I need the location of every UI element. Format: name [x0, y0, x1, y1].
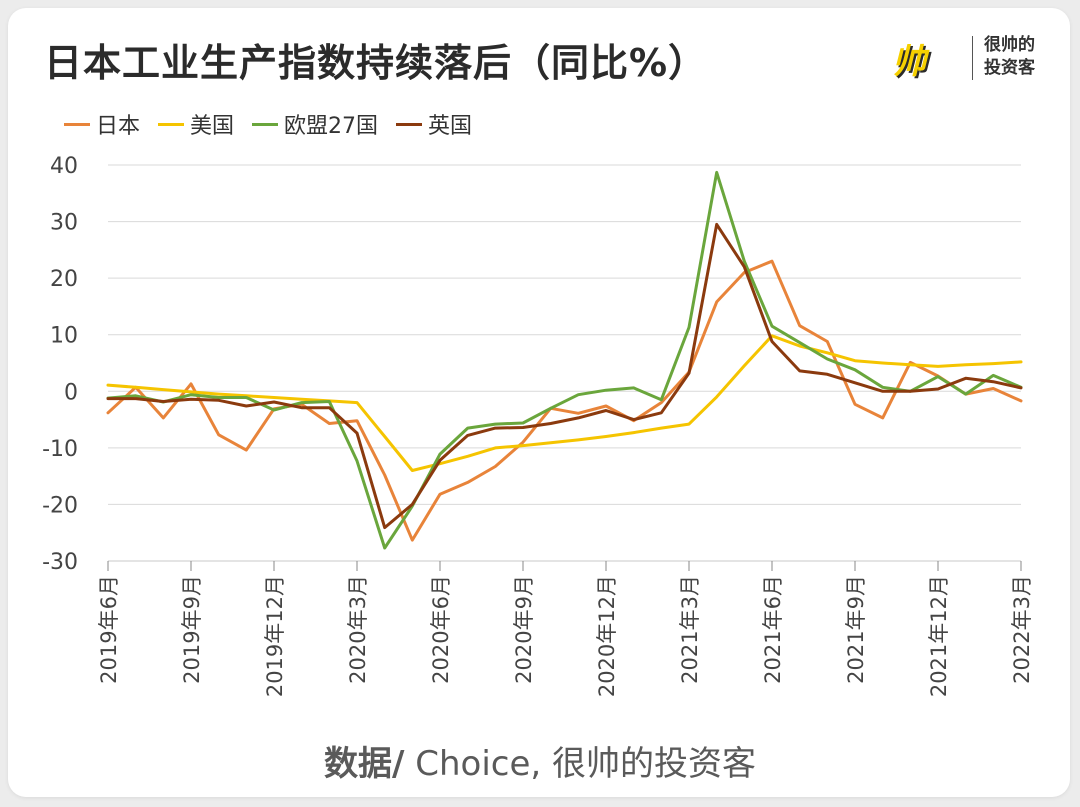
x-tick-label: 2019年9月 [180, 575, 204, 684]
x-tick-label: 2021年12月 [927, 575, 951, 697]
y-tick-label: -30 [42, 550, 78, 575]
brand-logo: 帅 很帅的 投资客 [888, 30, 1058, 84]
chart-legend: 日本 美国 欧盟27国 英国 [64, 108, 472, 140]
logo-text: 很帅的 投资客 [984, 34, 1035, 80]
x-tick-label: 2022年3月 [1010, 575, 1034, 684]
y-tick-label: 40 [50, 154, 78, 179]
legend-swatch-uk [396, 122, 423, 126]
x-tick-label: 2020年12月 [595, 575, 619, 697]
legend-label-usa: 美国 [190, 114, 235, 139]
y-tick-label: 20 [50, 267, 78, 292]
chart-card [8, 8, 1070, 797]
legend-item-usa: 美国 [158, 108, 234, 140]
logo-mark: 帅 [892, 42, 926, 82]
y-tick-label: 0 [64, 380, 78, 405]
y-tick-label: 30 [50, 211, 78, 236]
logo-line-2: 投资客 [984, 58, 1035, 78]
x-tick-label: 2021年3月 [678, 575, 702, 684]
legend-swatch-usa [158, 122, 185, 126]
x-tick-label: 2019年6月 [97, 575, 121, 684]
series-line-japan [106, 259, 1023, 542]
legend-item-eu27: 欧盟27国 [252, 108, 378, 140]
x-tick-label: 2020年3月 [346, 575, 370, 684]
x-tick-label: 2021年6月 [761, 575, 785, 684]
x-tick-label: 2021年9月 [844, 575, 868, 684]
legend-label-uk: 英国 [428, 114, 473, 139]
logo-divider [972, 36, 973, 80]
series-line-usa [106, 334, 1023, 472]
legend-label-japan: 日本 [96, 114, 141, 139]
chart-title: 日本工业生产指数持续落后（同比%） [44, 41, 708, 85]
y-tick-label: 10 [50, 324, 78, 349]
x-tick-label: 2020年9月 [512, 575, 536, 684]
logo-line-1: 很帅的 [984, 35, 1035, 55]
y-tick-label: -20 [42, 493, 78, 518]
x-tick-label: 2019年12月 [263, 575, 287, 697]
legend-item-japan: 日本 [64, 108, 140, 140]
legend-swatch-japan [64, 122, 90, 126]
legend-item-uk: 英国 [396, 108, 472, 140]
series-line-uk [106, 222, 1023, 530]
y-tick-label: -10 [42, 437, 78, 462]
source-text: Choice, 很帅的投资客 [404, 744, 756, 784]
series-line-eu27 [106, 170, 1023, 550]
legend-label-eu27: 欧盟27国 [284, 114, 379, 139]
source-label: 数据/ [324, 744, 405, 784]
data-source: 数据/ Choice, 很帅的投资客 [0, 736, 1080, 785]
x-tick-label: 2020年6月 [429, 575, 453, 684]
legend-swatch-eu27 [252, 122, 279, 126]
